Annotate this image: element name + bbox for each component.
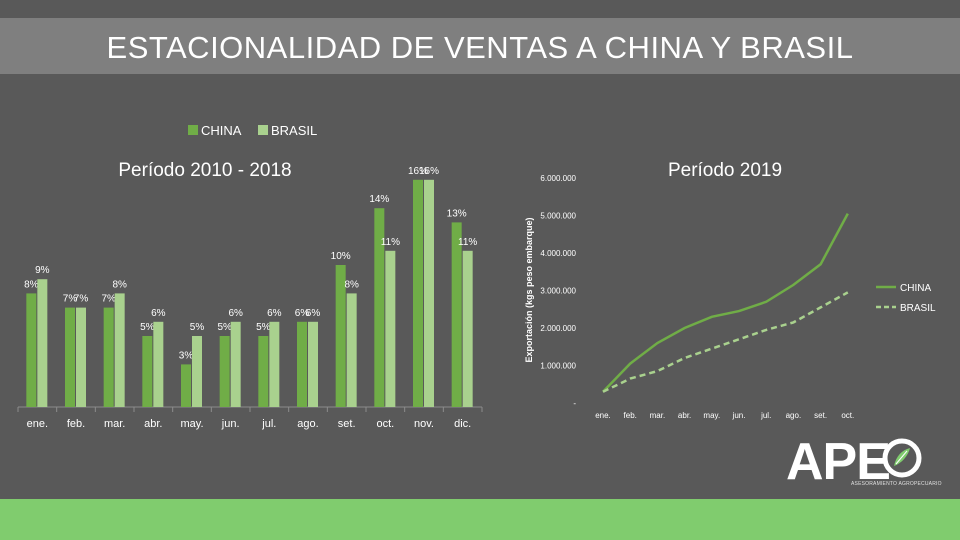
bar-x-label: ago. [297, 418, 318, 430]
bar-data-label: 6% [306, 308, 321, 319]
bar-china [65, 307, 75, 407]
bar-x-label: nov. [414, 418, 434, 430]
line-x-label: ene. [595, 411, 611, 420]
line-legend-label-china: CHINA [900, 283, 931, 294]
line-x-label: abr. [678, 411, 691, 420]
bar-data-label: 13% [447, 208, 467, 219]
line-chart-title: Período 2019 [668, 160, 782, 181]
bar-brasil [462, 250, 473, 407]
bar-brasil [269, 321, 280, 407]
bar-chart-title: Período 2010 - 2018 [118, 160, 291, 181]
bar-data-label: 8% [24, 279, 39, 290]
bar-china [219, 336, 230, 407]
line-x-label: oct. [841, 411, 854, 420]
bar-brasil [385, 250, 396, 407]
line-y-tick-label: 2.000.000 [540, 324, 576, 333]
leaf-circle-icon [882, 438, 922, 478]
bar-data-label: 11% [381, 237, 400, 248]
bar-china [142, 336, 153, 407]
bar-x-label: abr. [144, 418, 162, 430]
bar-data-label: 5% [140, 322, 155, 333]
bar-brasil [424, 179, 434, 407]
line-series-china [602, 213, 849, 393]
bar-data-label: 5% [256, 322, 271, 333]
bar-china [413, 179, 423, 407]
bar-china [181, 364, 191, 407]
bar-data-label: 5% [217, 322, 232, 333]
bar-data-label: 6% [228, 308, 243, 319]
title-bar [0, 18, 960, 74]
bar-data-label: 6% [151, 308, 166, 319]
legend-label-brasil: BRASIL [271, 123, 317, 138]
bar-data-label: 14% [369, 194, 389, 205]
footer-accent-bar [0, 499, 960, 540]
bar-x-label: dic. [454, 418, 471, 430]
bar-brasil [153, 321, 164, 407]
bar-data-label: 8% [112, 279, 127, 290]
bar-x-label: feb. [67, 418, 85, 430]
bar-data-label: 16% [408, 166, 428, 177]
bar-x-label: mar. [104, 418, 125, 430]
line-y-tick-label: - [573, 399, 576, 408]
bar-x-label: ene. [27, 418, 48, 430]
bar-china [297, 321, 307, 407]
line-x-label: ago. [786, 411, 802, 420]
bar-brasil [37, 279, 48, 407]
bar-brasil [346, 293, 357, 407]
line-series-brasil [602, 291, 849, 393]
bar-x-label: may. [180, 418, 203, 430]
bar-data-label: 6% [295, 308, 310, 319]
line-y-tick-label: 5.000.000 [540, 212, 576, 221]
line-y-tick-label: 4.000.000 [540, 249, 576, 258]
bar-data-label: 8% [344, 279, 359, 290]
legend-label-china: CHINA [201, 123, 242, 138]
bar-brasil [192, 336, 202, 407]
line-legend-label-brasil: BRASIL [900, 303, 936, 314]
bar-china [103, 307, 114, 407]
bar-china [258, 336, 269, 407]
bar-brasil [76, 307, 86, 407]
line-x-label: set. [814, 411, 827, 420]
logo-text: APE [786, 433, 891, 491]
line-x-label: jul. [760, 411, 771, 420]
bar-x-label: jul. [261, 418, 276, 430]
bar-data-label: 7% [74, 294, 89, 305]
legend-swatch-brasil [258, 125, 268, 135]
bar-china [26, 293, 37, 407]
line-x-label: may. [703, 411, 720, 420]
bar-data-label: 6% [267, 308, 282, 319]
bar-data-label: 9% [35, 265, 50, 276]
slide-title: ESTACIONALIDAD DE VENTAS A CHINA Y BRASI… [106, 30, 854, 65]
bar-china [451, 222, 462, 407]
line-y-tick-label: 3.000.000 [540, 287, 576, 296]
bar-data-label: 7% [101, 294, 116, 305]
bar-brasil [308, 321, 318, 407]
line-y-tick-label: 6.000.000 [540, 174, 576, 183]
bar-data-label: 11% [458, 237, 477, 248]
line-y-tick-label: 1.000.000 [540, 362, 576, 371]
bar-china [335, 265, 346, 407]
logo-tagline: ASESORAMIENTO AGROPECUARIO [851, 481, 942, 487]
bar-data-label: 10% [331, 251, 351, 262]
line-x-label: jun. [732, 411, 746, 420]
bar-x-label: oct. [376, 418, 394, 430]
bar-data-label: 3% [179, 350, 194, 361]
bar-brasil [230, 321, 241, 407]
bar-data-label: 7% [63, 294, 78, 305]
bar-x-label: jun. [221, 418, 240, 430]
line-x-label: mar. [650, 411, 666, 420]
bar-x-label: set. [338, 418, 356, 430]
line-x-label: feb. [624, 411, 637, 420]
legend-swatch-china [188, 125, 198, 135]
bar-data-label: 5% [190, 322, 205, 333]
line-y-axis-label: Exportación (kgs peso embarque) [524, 217, 534, 362]
bar-china [374, 208, 385, 407]
bar-brasil [114, 293, 125, 407]
bar-data-label: 16% [419, 166, 439, 177]
